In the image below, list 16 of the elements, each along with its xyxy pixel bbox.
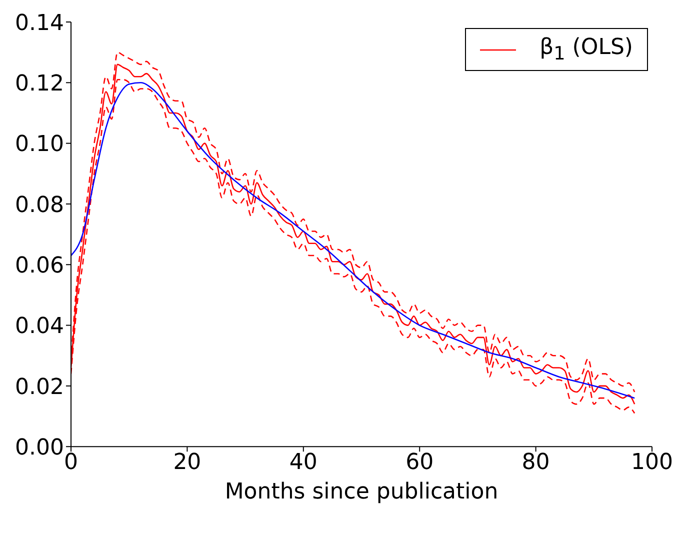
y-tick-label: 0.12 xyxy=(15,71,64,96)
y-tick-label: 0.04 xyxy=(15,314,64,340)
y-tick-label: 0.02 xyxy=(15,374,64,400)
x-tick-label: 0 xyxy=(64,450,78,476)
y-tick-label: 0.10 xyxy=(15,132,64,158)
x-tick-label: 60 xyxy=(406,450,434,476)
y-tick-label: 0.14 xyxy=(15,10,64,36)
x-axis-title: Months since publication xyxy=(224,480,498,505)
x-tick-label: 40 xyxy=(289,450,318,476)
y-tick-label: 0.00 xyxy=(15,435,64,460)
x-tick-label: 20 xyxy=(173,450,202,476)
legend-label: β$_{1}$ (OLS) xyxy=(540,35,633,64)
x-tick-label: 100 xyxy=(631,450,673,476)
y-tick-label: 0.08 xyxy=(15,192,64,218)
y-tick-label: 0.06 xyxy=(15,253,64,278)
x-tick-label: 80 xyxy=(522,450,550,476)
